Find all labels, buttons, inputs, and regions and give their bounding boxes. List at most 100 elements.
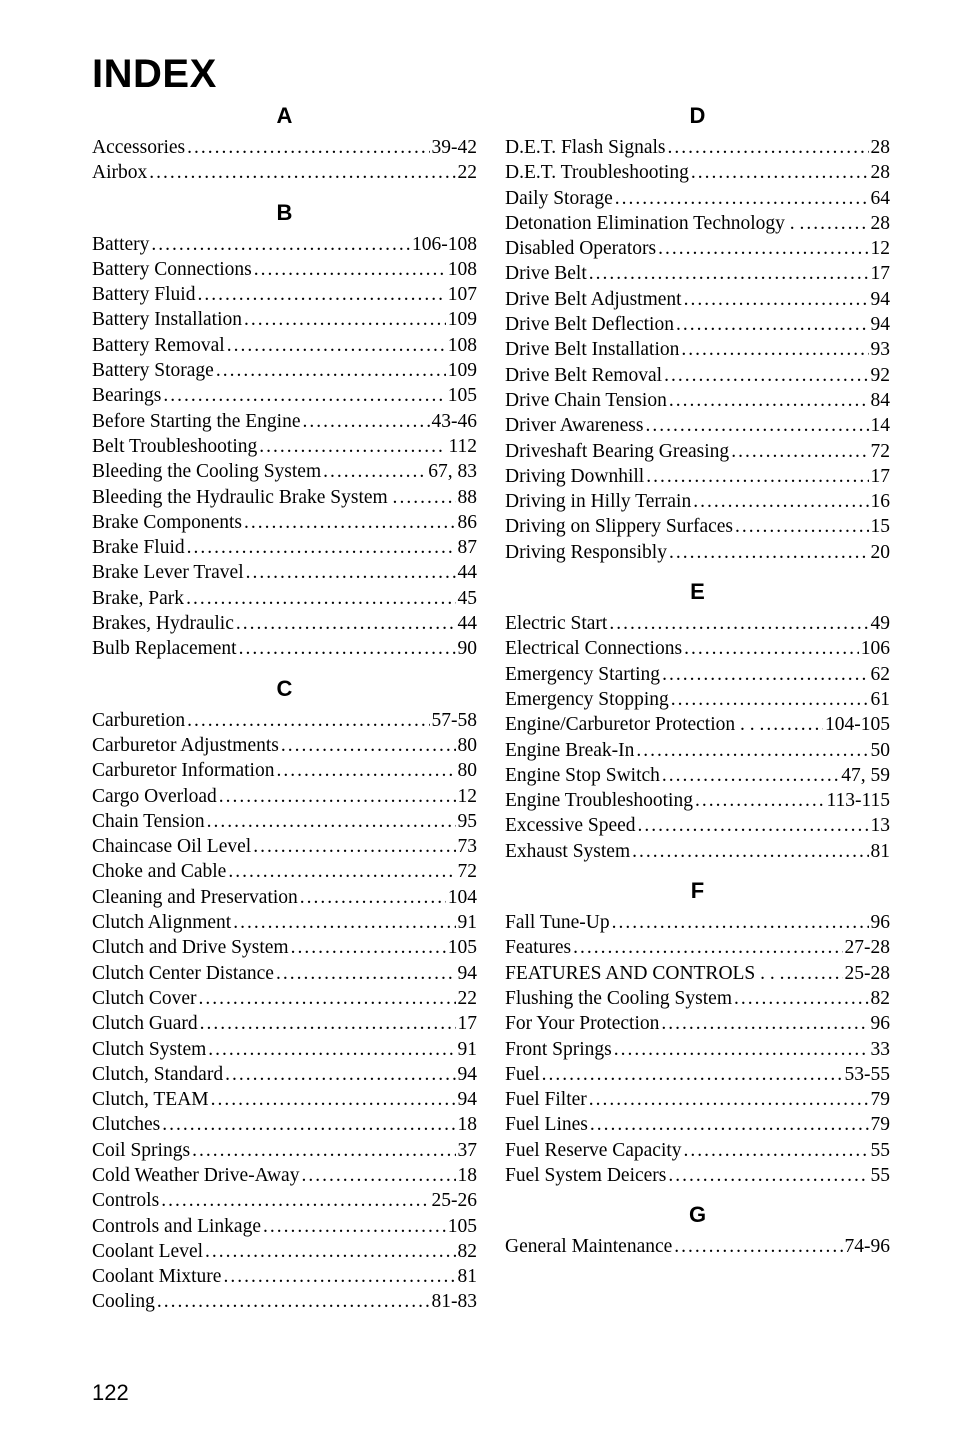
- entry-page: 106-108: [412, 232, 477, 257]
- leader-dots: [684, 1138, 869, 1163]
- leader-dots: [246, 560, 456, 585]
- index-entry: D.E.T. Flash Signals28: [505, 135, 890, 160]
- entry-page: 105: [448, 383, 477, 408]
- entry-page: 95: [458, 809, 478, 834]
- index-entry: For Your Protection96: [505, 1011, 890, 1036]
- index-entry: Drive Belt Installation93: [505, 337, 890, 362]
- entry-label: Brake, Park: [92, 586, 184, 611]
- entry-label: Clutch, TEAM: [92, 1087, 209, 1112]
- entry-label: Daily Storage: [505, 186, 613, 211]
- entry-page: 87: [458, 535, 478, 560]
- entry-label: Cargo Overload: [92, 784, 217, 809]
- leader-dots: [276, 758, 455, 783]
- index-entry: Battery Removal108: [92, 333, 477, 358]
- index-entry: Battery Fluid 107: [92, 282, 477, 307]
- index-entry: Engine Troubleshooting113-115: [505, 788, 890, 813]
- entry-page: 96: [871, 910, 891, 935]
- leader-dots: [225, 1062, 455, 1087]
- entry-label: Coolant Level: [92, 1239, 203, 1264]
- entry-label: D.E.T. Troubleshooting: [505, 160, 689, 185]
- index-entry: Clutch Guard17: [92, 1011, 477, 1036]
- leader-dots: [323, 459, 426, 484]
- entry-label: Battery Connections: [92, 257, 252, 282]
- leader-dots: [302, 409, 429, 434]
- entry-page: 104: [448, 885, 477, 910]
- entry-label: Drive Belt: [505, 261, 587, 286]
- entry-label: Clutch Center Distance: [92, 961, 274, 986]
- entry-page: 81-83: [432, 1289, 478, 1314]
- entry-page: 39-42: [432, 135, 478, 160]
- index-entry: Bulb Replacement90: [92, 636, 477, 661]
- index-entry: Choke and Cable72: [92, 859, 477, 884]
- index-entry: Fuel Reserve Capacity55: [505, 1138, 890, 1163]
- entry-page: 113-115: [826, 788, 890, 813]
- entry-page: 80: [458, 758, 478, 783]
- entry-page: 107: [448, 282, 477, 307]
- entry-page: 79: [871, 1112, 891, 1137]
- section-heading: B: [92, 200, 477, 226]
- leader-dots: [301, 1163, 455, 1188]
- entry-page: 44: [458, 560, 478, 585]
- leader-dots: [669, 540, 869, 565]
- entry-label: Emergency Starting: [505, 662, 660, 687]
- entry-page: 47, 59: [841, 763, 890, 788]
- entry-page: 61: [871, 687, 891, 712]
- entry-label: Battery Installation: [92, 307, 242, 332]
- index-entry: Coolant Mixture81: [92, 1264, 477, 1289]
- entry-page: 88: [458, 485, 478, 510]
- entry-label: Flushing the Cooling System: [505, 986, 732, 1011]
- leader-dots: [259, 434, 446, 459]
- leader-dots: [219, 784, 456, 809]
- entry-page: 86: [458, 510, 478, 535]
- page-number: 122: [92, 1380, 129, 1406]
- index-entry: Clutch Cover22: [92, 986, 477, 1011]
- entry-page: 49: [871, 611, 891, 636]
- entry-label: Coil Springs: [92, 1138, 190, 1163]
- index-entry: Clutches18: [92, 1112, 477, 1137]
- leader-dots: [695, 788, 824, 813]
- entry-page: 55: [871, 1163, 891, 1188]
- entry-label: Bearings: [92, 383, 161, 408]
- entry-page: 92: [871, 363, 891, 388]
- entry-label: Battery Fluid: [92, 282, 195, 307]
- entry-label: D.E.T. Flash Signals: [505, 135, 666, 160]
- entry-page: 13: [871, 813, 891, 838]
- entry-page: 91: [458, 1037, 478, 1062]
- leader-dots: [197, 282, 445, 307]
- entry-page: 109: [448, 358, 477, 383]
- entry-page: 94: [871, 312, 891, 337]
- leader-dots: [253, 834, 455, 859]
- leader-dots: [669, 388, 869, 413]
- entry-page: 105: [448, 935, 477, 960]
- leader-dots: [662, 662, 868, 687]
- entry-page: 17: [871, 261, 891, 286]
- leader-dots: [636, 738, 868, 763]
- index-entry: Electric Start49: [505, 611, 890, 636]
- leader-dots: [691, 160, 869, 185]
- index-entry: Brake Lever Travel44: [92, 560, 477, 585]
- leader-dots: [151, 232, 410, 257]
- entry-page: 18: [458, 1112, 478, 1137]
- entry-page: 12: [871, 236, 891, 261]
- section-heading: F: [505, 878, 890, 904]
- index-entry: Daily Storage64: [505, 186, 890, 211]
- leader-dots: [207, 809, 456, 834]
- entry-label: Electrical Connections: [505, 636, 682, 661]
- entry-label: Drive Belt Removal: [505, 363, 662, 388]
- leader-dots: [208, 1037, 455, 1062]
- entry-label: Engine Break-In: [505, 738, 634, 763]
- entry-page: 27-28: [845, 935, 891, 960]
- entry-label: Chaincase Oil Level: [92, 834, 251, 859]
- index-entry: Bearings 105: [92, 383, 477, 408]
- leader-dots: [163, 383, 445, 408]
- entry-label: Driver Awareness: [505, 413, 643, 438]
- index-entry: Flushing the Cooling System82: [505, 986, 890, 1011]
- index-entry: Drive Belt Adjustment94: [505, 287, 890, 312]
- index-entry: Drive Chain Tension84: [505, 388, 890, 413]
- index-entry: Bleeding the Cooling System67, 83: [92, 459, 477, 484]
- entry-label: Carburetion: [92, 708, 185, 733]
- entry-page: 33: [871, 1037, 891, 1062]
- leader-dots: [276, 961, 456, 986]
- page-title: INDEX: [92, 52, 884, 97]
- index-entry: Clutch, TEAM94: [92, 1087, 477, 1112]
